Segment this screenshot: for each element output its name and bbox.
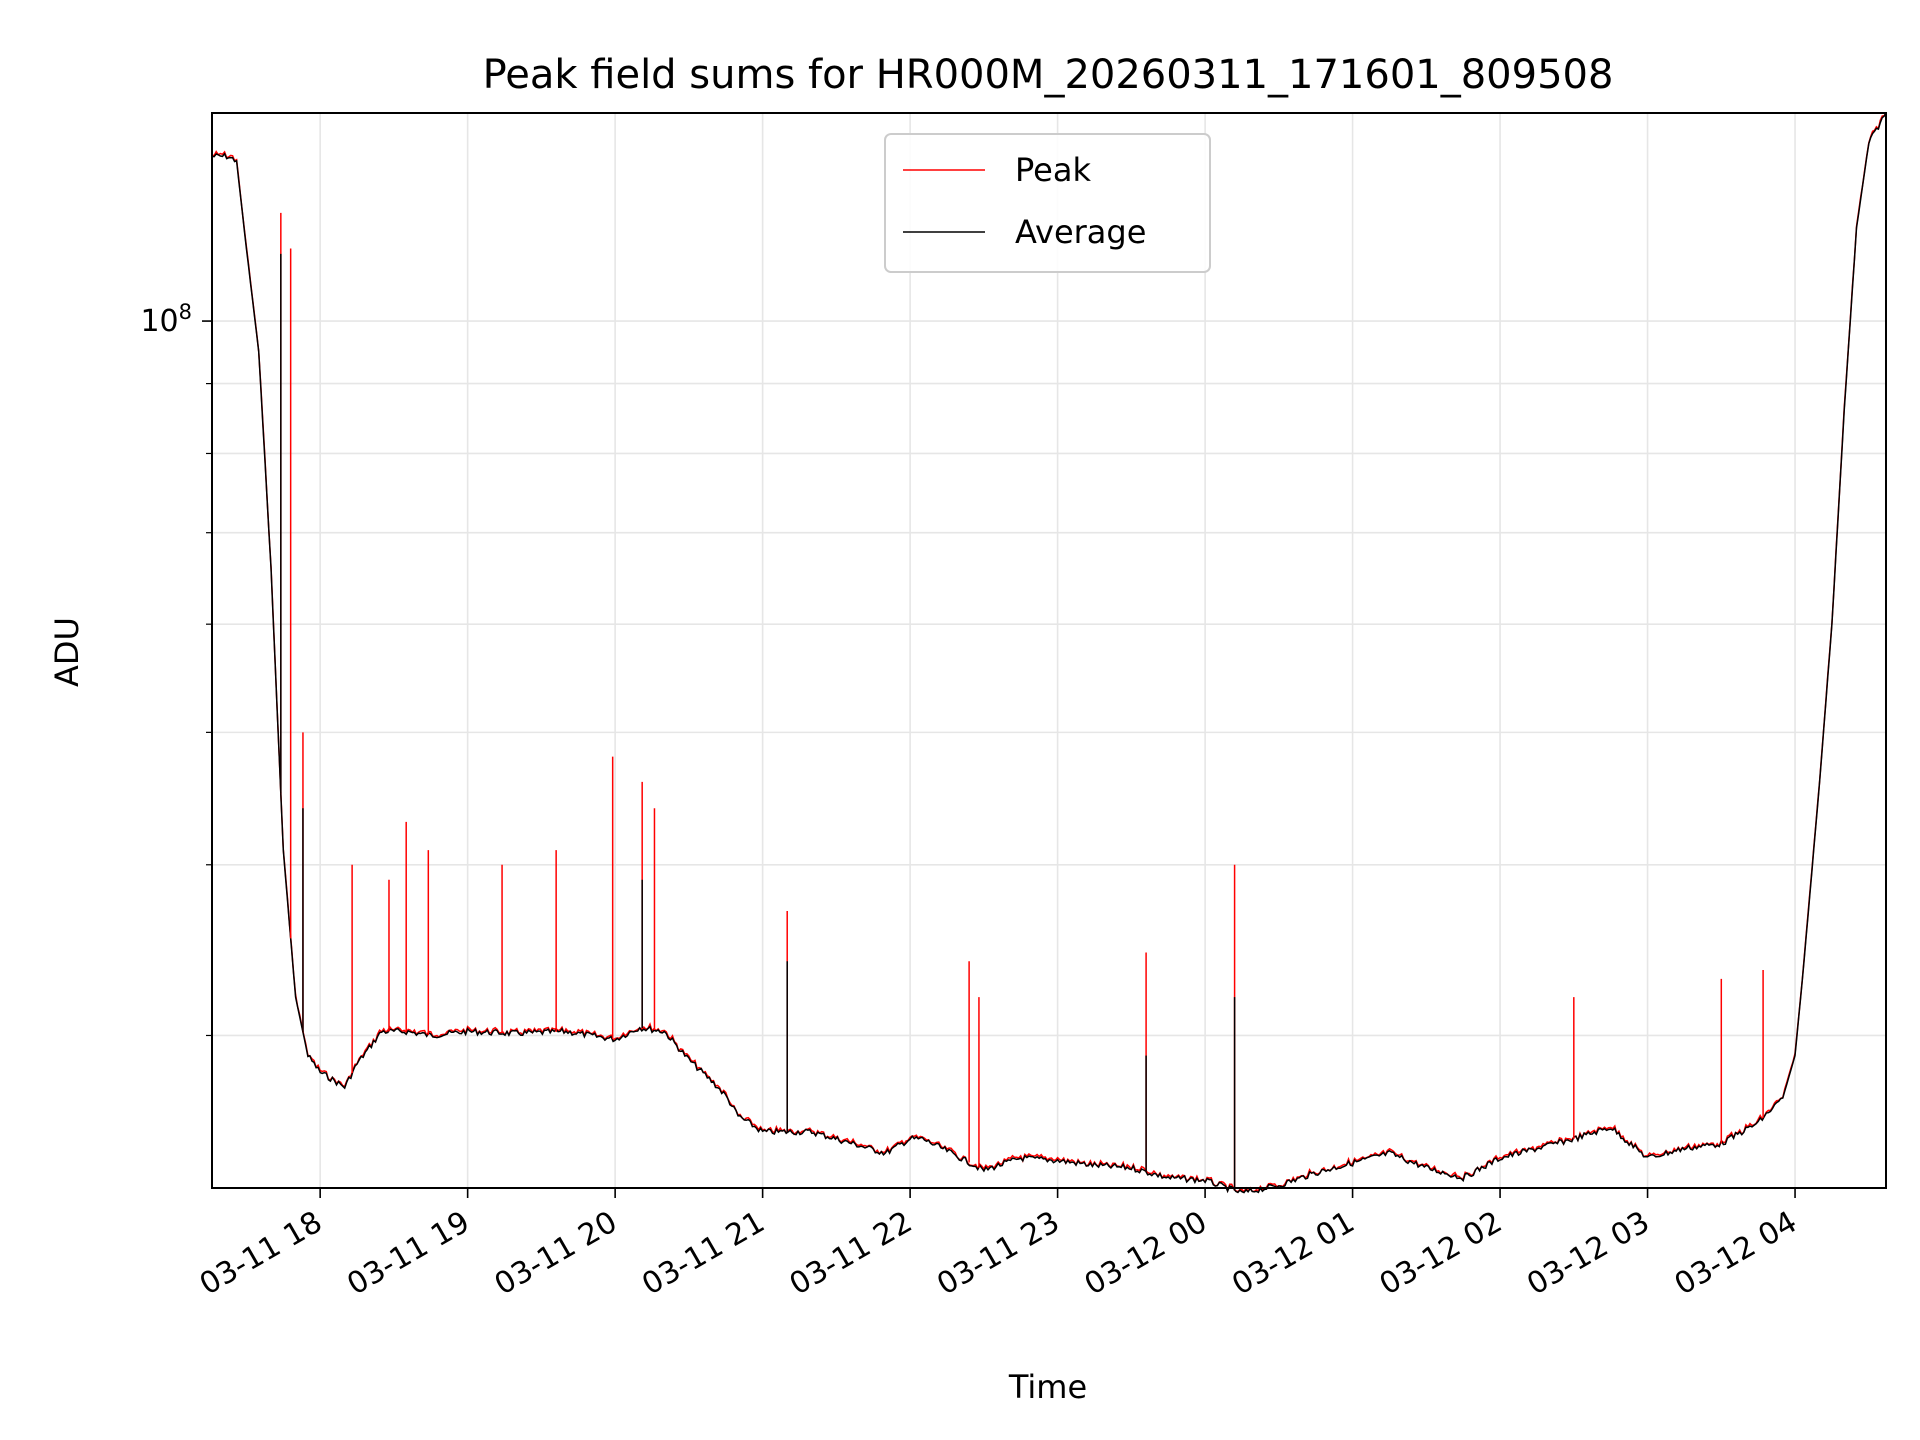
chart-title: Peak field sums for HR000M_20260311_1716… <box>483 52 1614 98</box>
grid-layer <box>212 113 1886 1188</box>
series-line-peak <box>211 111 1887 1194</box>
plot-frame <box>211 112 1887 1189</box>
series-layer <box>211 111 1887 1194</box>
legend-label-peak: Peak <box>1015 151 1091 189</box>
legend: Peak Average <box>884 133 1211 273</box>
legend-label-average: Average <box>1015 213 1146 251</box>
y-axis-title: ADU <box>48 617 86 687</box>
y-tick-label: 108 <box>140 300 192 339</box>
legend-box <box>884 133 1211 273</box>
x-axis-title: Time <box>1008 1368 1087 1406</box>
y-tick-layer: 108 <box>140 300 212 1037</box>
series-line-average <box>211 112 1887 1194</box>
